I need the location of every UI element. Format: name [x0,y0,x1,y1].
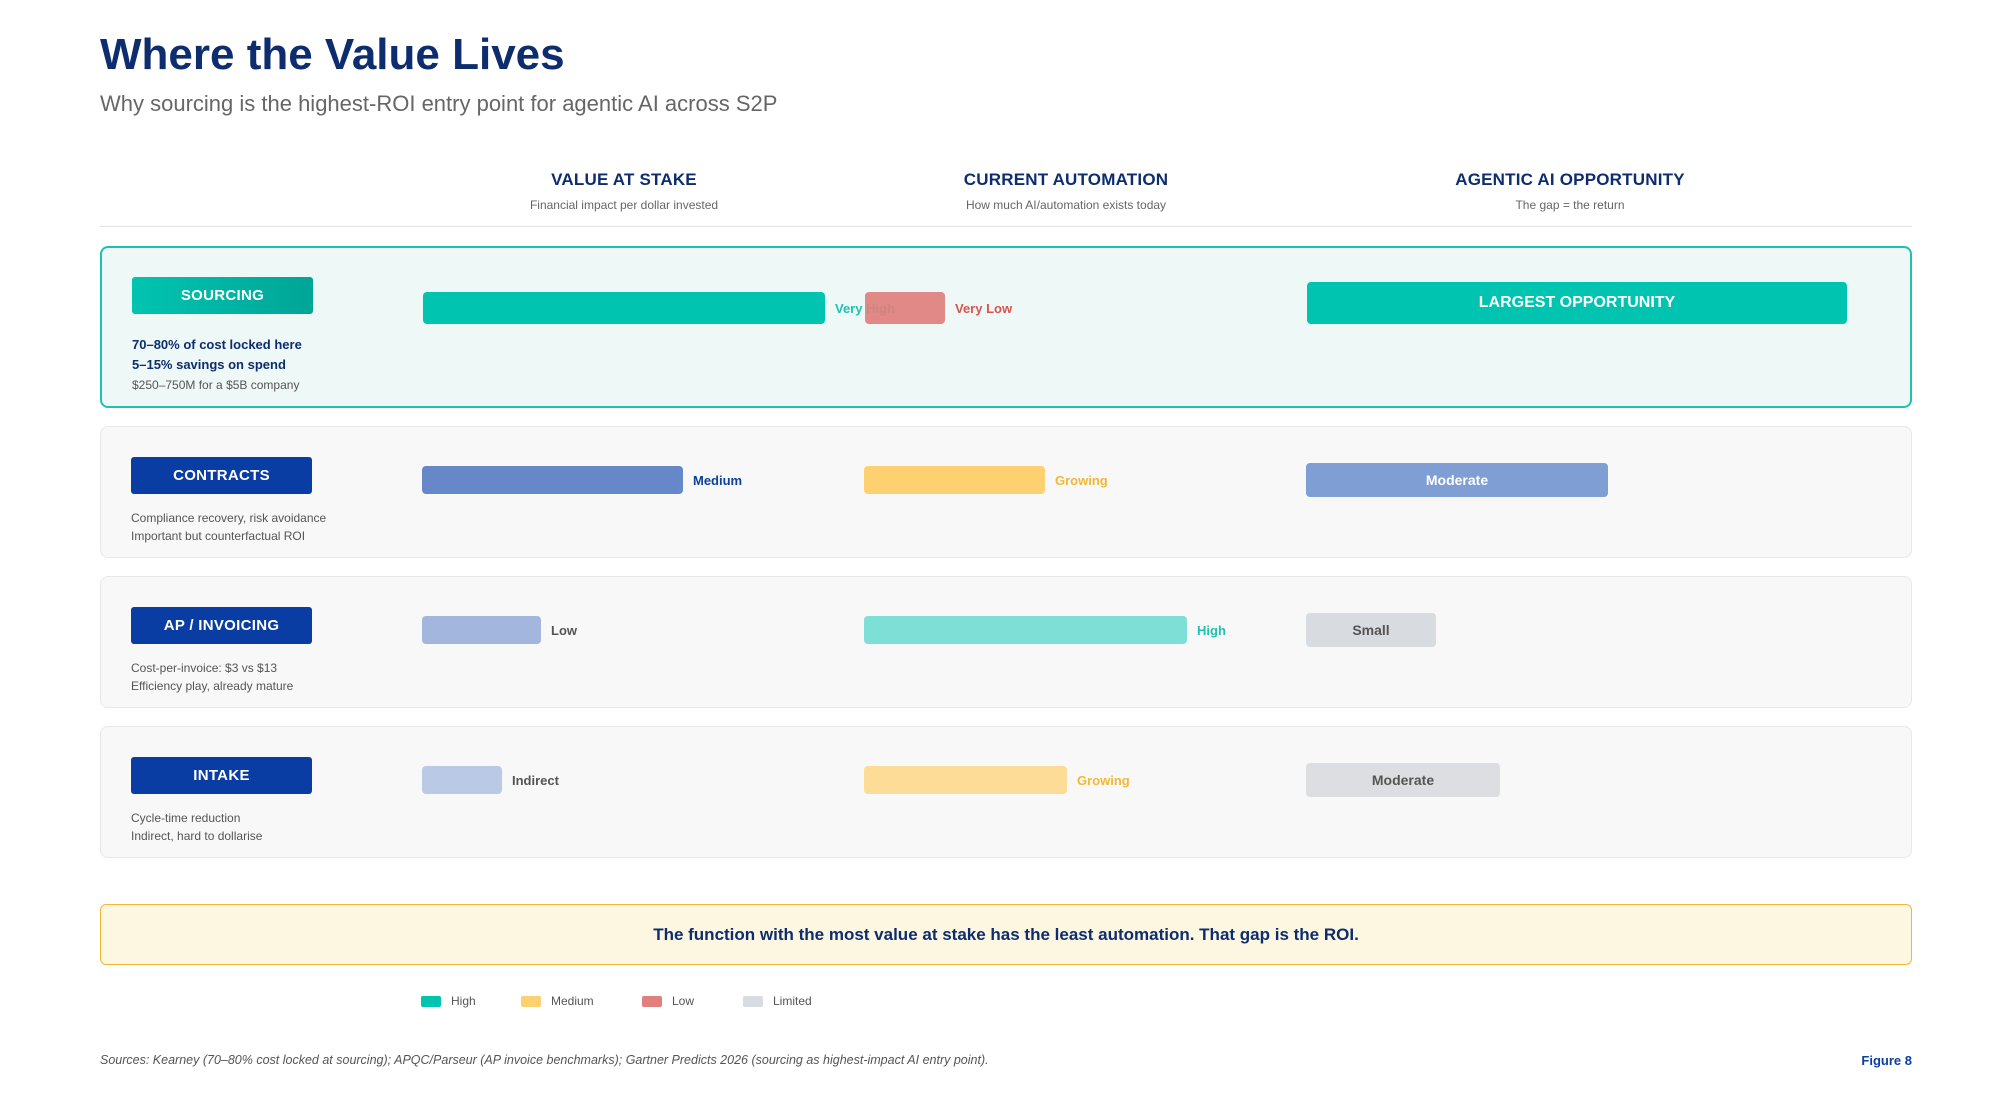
row-note: Compliance recovery, risk avoidance [131,511,327,525]
column-header-automation: CURRENT AUTOMATION How much AI/automatio… [856,170,1276,212]
row-note: Cycle-time reduction [131,811,241,825]
function-badge-contracts: CONTRACTS [131,457,312,494]
row-note: Important but counterfactual ROI [131,529,306,543]
column-subheading: How much AI/automation exists today [965,198,1167,212]
function-badge-intake: INTAKE [131,757,312,794]
legend-label: Low [672,994,695,1008]
key-insight-callout: The function with the most value at stak… [100,904,1912,965]
automation-bar-label: High [1197,623,1226,638]
opportunity-bar: Moderate [1306,463,1608,497]
sources-footnote: Sources: Kearney (70–80% cost locked at … [100,1053,989,1067]
automation-bar [865,292,945,324]
automation-bar [864,466,1045,494]
column-header-value: VALUE AT STAKE Financial impact per doll… [414,170,834,212]
opportunity-bar: Small [1306,613,1436,647]
column-heading: CURRENT AUTOMATION [963,170,1169,189]
value-bar [423,292,825,324]
column-heading: AGENTIC AI OPPORTUNITY [1455,170,1685,189]
opportunity-bar: LARGEST OPPORTUNITY [1307,282,1847,324]
value-bar [422,616,541,644]
opportunity-bar: Moderate [1306,763,1500,797]
row-contracts: CONTRACTS Compliance recovery, risk avoi… [100,426,1912,558]
value-bar [422,766,502,794]
legend-item-low: Low [642,994,694,1008]
legend-label: Limited [773,994,812,1008]
legend-item-medium: Medium [521,994,594,1008]
row-note: Efficiency play, already mature [131,679,294,693]
header-divider [100,226,1912,227]
column-subheading: Financial impact per dollar invested [529,198,719,212]
legend-item-high: High [421,994,476,1008]
legend-label: Medium [551,994,594,1008]
row-note: 70–80% of cost locked here [132,337,302,352]
page-subtitle: Why sourcing is the highest-ROI entry po… [100,91,778,116]
legend-item-limited: Limited [743,994,812,1008]
automation-bar-label: Very Low [955,301,1013,316]
legend-label: High [451,994,476,1008]
row-sourcing: SOURCING 70–80% of cost locked here 5–15… [100,246,1912,408]
row-note: Cost-per-invoice: $3 vs $13 [131,661,278,675]
legend-swatch [743,995,763,1007]
row-ap-invoicing: AP / INVOICING Cost-per-invoice: $3 vs $… [100,576,1912,708]
column-heading: VALUE AT STAKE [551,170,697,189]
automation-bar-label: Growing [1077,773,1130,788]
automation-bar-label: Growing [1055,473,1108,488]
function-badge-ap-invoicing: AP / INVOICING [131,607,312,644]
value-bar [422,466,683,494]
row-intake: INTAKE Cycle-time reduction Indirect, ha… [100,726,1912,858]
legend-swatch [521,995,541,1007]
function-badge-sourcing: SOURCING [132,277,313,314]
column-header-opportunity: AGENTIC AI OPPORTUNITY The gap = the ret… [1360,170,1780,212]
legend-swatch [421,995,441,1007]
value-bar-label: Indirect [512,773,559,788]
page-title: Where the Value Lives [100,30,565,79]
row-note: 5–15% savings on spend [132,357,286,372]
value-bar-label: Medium [693,473,743,488]
automation-bar [864,616,1187,644]
value-bar-label: Low [551,623,577,638]
automation-bar [864,766,1067,794]
row-note: $250–750M for a $5B company [132,378,300,392]
legend-swatch [642,995,662,1007]
row-note: Indirect, hard to dollarise [131,829,263,843]
column-subheading: The gap = the return [1515,198,1625,212]
figure-number: Figure 8 [1861,1053,1912,1068]
